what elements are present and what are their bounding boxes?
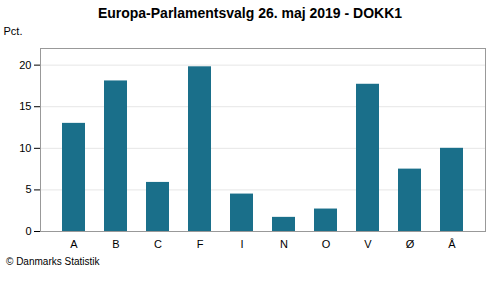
svg-text:V: V bbox=[364, 238, 372, 250]
svg-text:N: N bbox=[280, 238, 288, 250]
svg-text:Ø: Ø bbox=[406, 238, 415, 250]
html-text:Europa-Parlamentsvalg 26. maj: Europa-Parlamentsvalg 26. maj 2019 - DOK… bbox=[97, 5, 403, 21]
svg-text:20: 20 bbox=[19, 59, 31, 71]
svg-text:15: 15 bbox=[19, 100, 31, 112]
svg-text:10: 10 bbox=[19, 142, 31, 154]
svg-text:5: 5 bbox=[25, 183, 31, 195]
svg-text:O: O bbox=[322, 238, 331, 250]
svg-text:I: I bbox=[240, 238, 243, 250]
svg-text:F: F bbox=[197, 238, 204, 250]
svg-text:A: A bbox=[70, 238, 78, 250]
svg-text:Å: Å bbox=[448, 238, 456, 250]
html-text:© Danmarks Statistik: © Danmarks Statistik bbox=[6, 256, 100, 267]
svg-text:0: 0 bbox=[25, 225, 31, 237]
svg-text:Pct.: Pct. bbox=[4, 25, 23, 37]
svg-text:C: C bbox=[154, 238, 162, 250]
svg-text:B: B bbox=[112, 238, 119, 250]
